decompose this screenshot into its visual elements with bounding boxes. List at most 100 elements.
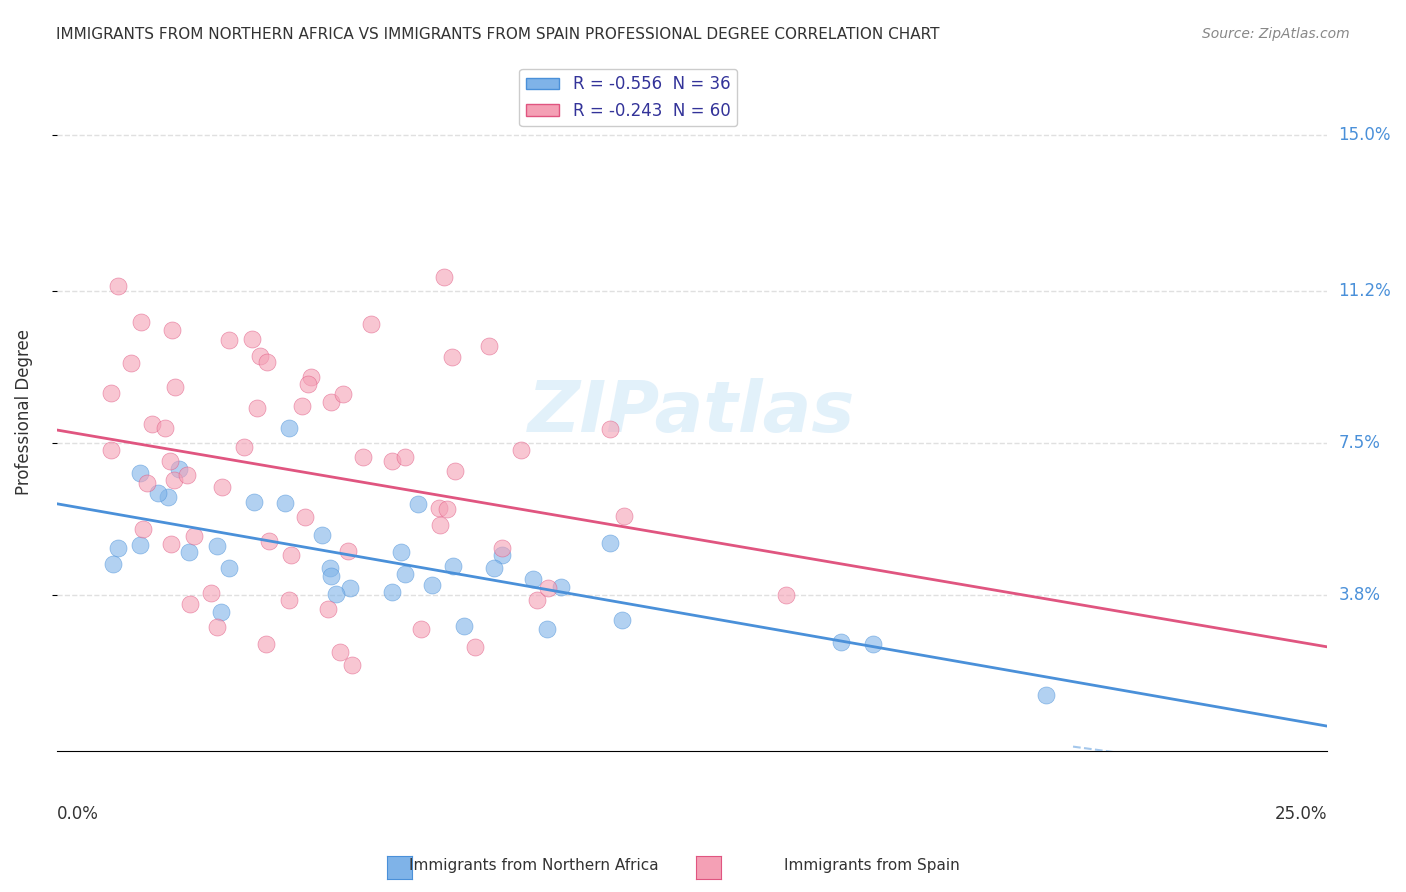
Point xyxy=(509,443,531,458)
Point xyxy=(464,640,486,655)
Point xyxy=(440,351,463,365)
Text: Source: ZipAtlas.com: Source: ZipAtlas.com xyxy=(1202,27,1350,41)
Point xyxy=(243,495,266,509)
Text: Immigrants from Spain: Immigrants from Spain xyxy=(785,858,960,872)
Point xyxy=(491,548,513,562)
Point xyxy=(205,620,228,634)
Point xyxy=(246,401,269,415)
Point xyxy=(406,497,429,511)
Point xyxy=(316,602,339,616)
Point xyxy=(205,540,228,554)
Point xyxy=(218,561,240,575)
Text: 11.2%: 11.2% xyxy=(1339,282,1391,301)
Point xyxy=(291,399,314,413)
Point xyxy=(599,421,621,435)
Point xyxy=(427,501,450,516)
Point xyxy=(277,592,299,607)
Point xyxy=(200,586,222,600)
Point xyxy=(280,548,302,562)
Point xyxy=(394,567,416,582)
Point xyxy=(294,510,316,524)
Point xyxy=(156,491,179,505)
Point xyxy=(775,588,797,602)
Text: Immigrants from Northern Africa: Immigrants from Northern Africa xyxy=(409,858,659,872)
Point xyxy=(148,486,170,500)
Point xyxy=(120,356,142,370)
Point xyxy=(259,533,281,548)
Point xyxy=(249,349,271,363)
Point xyxy=(163,473,186,487)
Point xyxy=(522,572,544,586)
Point xyxy=(394,450,416,464)
Point xyxy=(319,561,342,575)
Point xyxy=(453,619,475,633)
Text: 25.0%: 25.0% xyxy=(1275,805,1327,822)
Point xyxy=(136,475,159,490)
Text: 15.0%: 15.0% xyxy=(1339,127,1391,145)
Point xyxy=(100,443,122,458)
Point xyxy=(274,496,297,510)
Point xyxy=(107,279,129,293)
Point xyxy=(491,541,513,556)
Point xyxy=(183,529,205,543)
Point xyxy=(332,386,354,401)
Point xyxy=(441,558,464,573)
Point xyxy=(129,315,152,329)
Point xyxy=(610,613,633,627)
Text: 0.0%: 0.0% xyxy=(56,805,98,822)
Point xyxy=(131,522,153,536)
Point xyxy=(429,518,451,533)
Point xyxy=(240,331,263,345)
Point xyxy=(482,561,505,575)
Point xyxy=(311,528,333,542)
Point xyxy=(278,421,301,435)
Point xyxy=(218,333,240,347)
Text: IMMIGRANTS FROM NORTHERN AFRICA VS IMMIGRANTS FROM SPAIN PROFESSIONAL DEGREE COR: IMMIGRANTS FROM NORTHERN AFRICA VS IMMIG… xyxy=(56,27,939,42)
Point xyxy=(339,581,361,595)
Point xyxy=(179,545,201,559)
Point xyxy=(159,537,181,551)
Point xyxy=(211,480,233,494)
Point xyxy=(254,637,277,651)
Point xyxy=(329,645,352,659)
Point xyxy=(830,635,852,649)
Point xyxy=(209,605,232,619)
Point xyxy=(360,317,382,331)
Point xyxy=(420,578,443,592)
Text: 3.8%: 3.8% xyxy=(1339,586,1381,604)
Point xyxy=(167,461,190,475)
Point xyxy=(340,657,363,672)
Point xyxy=(141,417,163,432)
Point xyxy=(101,557,124,571)
Point xyxy=(381,454,404,468)
Point xyxy=(336,544,359,558)
Point xyxy=(478,339,501,353)
Point xyxy=(433,270,456,285)
Point xyxy=(550,580,572,594)
Point xyxy=(436,501,458,516)
Point xyxy=(159,454,181,468)
Point xyxy=(352,450,374,465)
Legend: R = -0.556  N = 36, R = -0.243  N = 60: R = -0.556 N = 36, R = -0.243 N = 60 xyxy=(519,69,737,127)
Point xyxy=(1035,688,1057,702)
Point xyxy=(165,380,187,394)
Point xyxy=(176,467,198,482)
Text: 7.5%: 7.5% xyxy=(1339,434,1381,452)
Text: ZIPatlas: ZIPatlas xyxy=(529,377,856,447)
Point xyxy=(179,597,201,611)
Point xyxy=(107,541,129,555)
Point xyxy=(128,538,150,552)
Point xyxy=(444,464,467,478)
Y-axis label: Professional Degree: Professional Degree xyxy=(15,329,32,495)
Point xyxy=(319,568,342,582)
Point xyxy=(319,394,342,409)
Point xyxy=(409,622,432,636)
Point xyxy=(100,385,122,400)
Point xyxy=(537,581,560,595)
Point xyxy=(297,376,319,391)
Point xyxy=(299,370,322,384)
Point xyxy=(389,545,412,559)
Point xyxy=(232,441,254,455)
Point xyxy=(599,536,621,550)
Point xyxy=(381,585,404,599)
